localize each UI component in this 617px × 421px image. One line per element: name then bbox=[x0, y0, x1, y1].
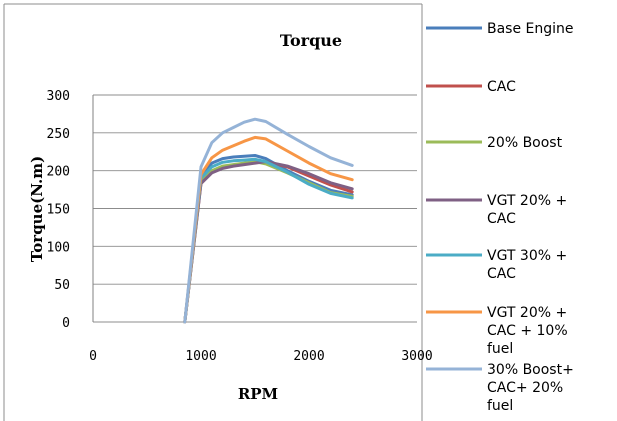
y-tick-label: 250 bbox=[47, 127, 70, 142]
y-tick-label: 300 bbox=[47, 89, 70, 104]
series-line-3 bbox=[183, 160, 354, 324]
x-tick-label: 1000 bbox=[185, 349, 216, 364]
legend-label-6: VGT 20% + bbox=[487, 305, 567, 321]
legend-label-5: CAC bbox=[487, 266, 516, 282]
x-tick-label: 0 bbox=[89, 349, 97, 364]
x-tick-labels: 0 1000 2000 3000 bbox=[89, 349, 433, 364]
legend-label-6: CAC + 10% bbox=[487, 323, 568, 339]
x-tick-label: 2000 bbox=[293, 349, 324, 364]
grid-lines bbox=[93, 94, 417, 323]
y-tick-label: 200 bbox=[47, 165, 70, 180]
chart-title: Torque bbox=[280, 31, 342, 50]
series-line-6 bbox=[183, 135, 354, 324]
legend-label-1: Base Engine bbox=[487, 21, 574, 37]
y-tick-label: 0 bbox=[62, 316, 70, 331]
series-line-2 bbox=[183, 160, 354, 324]
legend-label-7: 30% Boost+ bbox=[487, 362, 574, 378]
y-tick-label: 50 bbox=[54, 278, 70, 293]
y-axis-title: Torque(N.m) bbox=[28, 156, 46, 262]
chart-border bbox=[3, 3, 423, 421]
series-lines bbox=[183, 117, 354, 324]
y-tick-labels: 0 50 100 150 200 250 300 bbox=[47, 89, 70, 331]
y-tick-label: 100 bbox=[47, 240, 70, 255]
y-tick-label: 150 bbox=[47, 203, 70, 218]
legend-label-4: VGT 20% + bbox=[487, 193, 567, 209]
x-tick-label: 3000 bbox=[401, 349, 432, 364]
legend: Base Engine CAC 20% Boost VGT 20% + CAC VGT 3… bbox=[426, 21, 574, 414]
legend-label-3: 20% Boost bbox=[487, 135, 563, 151]
series-line-4 bbox=[183, 160, 354, 324]
legend-label-4: CAC bbox=[487, 211, 516, 227]
legend-label-6: fuel bbox=[487, 341, 513, 357]
legend-label-2: CAC bbox=[487, 79, 516, 95]
legend-label-7: CAC+ 20% bbox=[487, 380, 563, 396]
series-line-7 bbox=[183, 117, 354, 324]
series-line-5 bbox=[183, 157, 354, 324]
x-axis-title: RPM bbox=[238, 385, 278, 403]
legend-label-5: VGT 30% + bbox=[487, 248, 567, 264]
legend-label-7: fuel bbox=[487, 398, 513, 414]
